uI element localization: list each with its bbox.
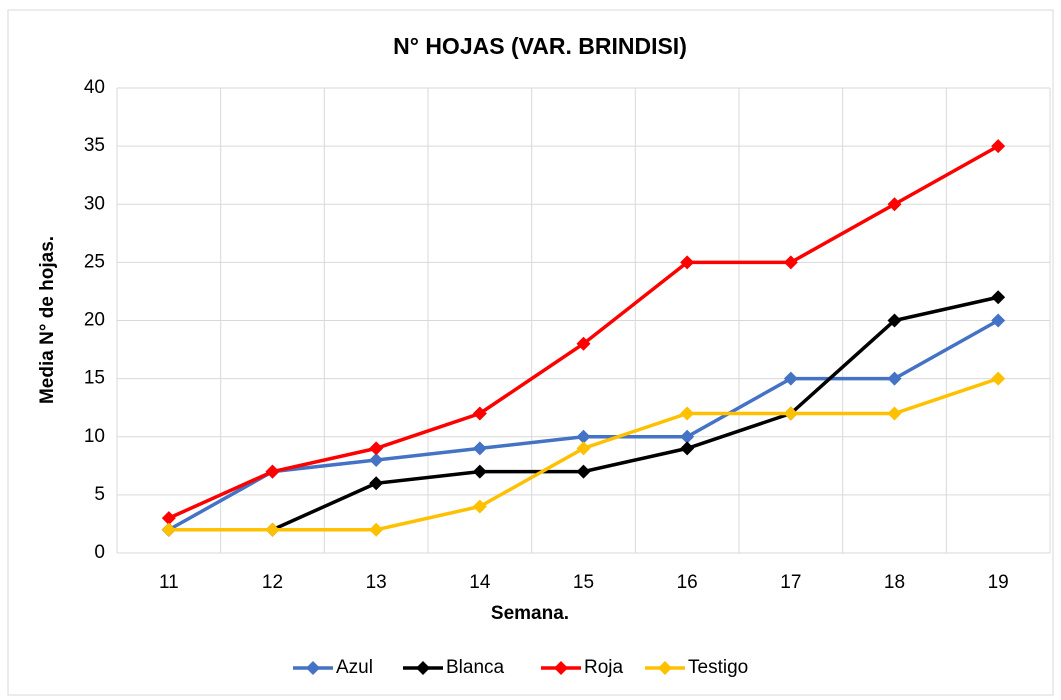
point: [369, 476, 384, 491]
point: [576, 429, 591, 444]
x-tick-label: 15: [573, 572, 594, 593]
legend-label: Roja: [584, 657, 624, 678]
point: [161, 522, 176, 537]
point: [680, 255, 695, 270]
point: [369, 453, 384, 467]
y-tick-label: 20: [84, 310, 105, 331]
legend-marker: [658, 661, 672, 675]
point: [887, 406, 902, 421]
x-tick-label: 17: [780, 572, 801, 593]
point: [576, 464, 591, 479]
y-tick-label: 40: [84, 77, 105, 98]
chart-frame: [7, 9, 1054, 696]
legend-marker: [554, 661, 568, 675]
point: [472, 406, 487, 421]
x-tick-label: 12: [262, 572, 283, 593]
point: [783, 371, 798, 386]
y-tick-label: 10: [84, 426, 105, 447]
point: [369, 441, 384, 456]
legend-label: Testigo: [688, 657, 748, 678]
x-tick-label: 19: [988, 572, 1009, 593]
point: [680, 441, 695, 456]
y-tick-label: 5: [94, 484, 105, 505]
x-axis-label: Semana.: [491, 603, 569, 624]
legend-label: Blanca: [446, 657, 505, 678]
point: [887, 313, 902, 328]
legend-label: Azul: [336, 657, 373, 678]
x-tick-label: 18: [884, 572, 905, 593]
y-tick-label: 30: [84, 193, 105, 214]
y-tick-label: 15: [84, 368, 105, 389]
point: [576, 441, 591, 456]
x-tick-label: 14: [469, 572, 491, 593]
chart-title: N° HOJAS (VAR. BRINDISI): [393, 33, 687, 59]
point: [472, 464, 487, 479]
point: [265, 522, 280, 537]
point: [887, 197, 902, 212]
x-tick-label: 13: [366, 572, 387, 593]
point: [472, 441, 487, 456]
point: [161, 511, 176, 526]
point: [369, 522, 384, 537]
y-axis-label: Media N° de hojas.: [37, 236, 58, 404]
point: [991, 290, 1006, 305]
y-tick-label: 25: [84, 251, 105, 272]
point: [783, 406, 798, 421]
point: [991, 371, 1006, 386]
legend-marker: [306, 661, 320, 675]
point: [576, 336, 591, 351]
y-tick-label: 0: [94, 542, 105, 563]
point: [887, 371, 902, 386]
x-tick-label: 11: [159, 572, 179, 593]
x-tick-label: 16: [677, 572, 698, 593]
point: [680, 429, 695, 444]
point: [991, 313, 1006, 328]
point: [265, 464, 280, 479]
point: [680, 406, 695, 421]
point: [783, 255, 798, 270]
y-tick-label: 35: [84, 135, 105, 156]
point: [472, 499, 487, 514]
legend-marker: [416, 661, 430, 675]
point: [991, 139, 1006, 154]
